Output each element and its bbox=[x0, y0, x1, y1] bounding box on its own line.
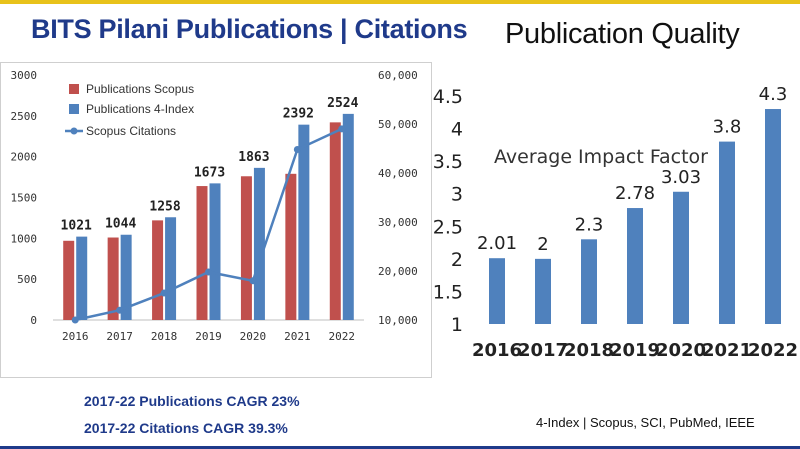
scopus-publications-bar-2022 bbox=[329, 122, 341, 320]
impact-factor-bar-2019 bbox=[627, 208, 643, 324]
legend-scopus-swatch bbox=[69, 84, 79, 94]
index-publications-bar-2019 bbox=[209, 183, 221, 320]
right-y-tick-label: 30,000 bbox=[378, 216, 418, 229]
impact-x-tick-label: 2019 bbox=[610, 340, 660, 361]
impact-x-tick-label: 2016 bbox=[472, 340, 522, 361]
impact-bar-value-label: 4.3 bbox=[759, 84, 788, 105]
scopus-citations-point-2018 bbox=[160, 289, 168, 297]
left-y-tick-label: 3000 bbox=[11, 69, 38, 82]
left-y-tick-label: 500 bbox=[17, 273, 37, 286]
index-bar-value-label: 1021 bbox=[61, 219, 92, 234]
left-x-tick-label: 2017 bbox=[106, 330, 133, 343]
impact-y-tick-label: 2.5 bbox=[433, 216, 463, 238]
index-bar-value-label: 1863 bbox=[238, 150, 269, 165]
right-y-tick-label: 40,000 bbox=[378, 167, 418, 180]
impact-factor-bar-2020 bbox=[673, 191, 689, 324]
right-y-tick-label: 60,000 bbox=[378, 69, 418, 82]
legend-citations-marker bbox=[70, 127, 78, 135]
impact-bar-value-label: 2.3 bbox=[575, 214, 604, 235]
left-x-tick-label: 2018 bbox=[151, 330, 178, 343]
index-publications-bar-2021 bbox=[298, 124, 310, 320]
left-y-tick-label: 1000 bbox=[11, 232, 38, 245]
impact-bar-value-label: 3.8 bbox=[713, 117, 742, 138]
impact-y-tick-label: 1 bbox=[451, 314, 463, 336]
index-bar-value-label: 2524 bbox=[327, 96, 358, 111]
impact-factor-bar-2017 bbox=[535, 258, 551, 324]
scopus-citations-point-2016 bbox=[71, 316, 79, 324]
impact-x-tick-label: 2018 bbox=[564, 340, 614, 361]
publications-title: BITS Pilani Publications | Citations bbox=[31, 14, 468, 44]
index-publications-bar-2017 bbox=[120, 234, 132, 320]
left-y-tick-label: 2000 bbox=[11, 151, 38, 164]
left-x-tick-label: 2016 bbox=[62, 330, 89, 343]
scopus-publications-bar-2016 bbox=[63, 240, 75, 320]
index-bar-value-label: 1044 bbox=[105, 217, 136, 232]
impact-x-tick-label: 2017 bbox=[518, 340, 568, 361]
legend-label: Publications Scopus bbox=[86, 82, 194, 96]
index-bar-value-label: 1673 bbox=[194, 165, 225, 180]
index-bar-value-label: 1258 bbox=[149, 199, 180, 214]
citations-cagr-text: 2017-22 Citations CAGR 39.3% bbox=[84, 420, 288, 436]
impact-x-tick-label: 2022 bbox=[748, 340, 798, 361]
scopus-citations-point-2017 bbox=[116, 306, 124, 314]
impact-chart-title: Average Impact Factor bbox=[494, 146, 708, 168]
left-y-tick-label: 2500 bbox=[11, 110, 38, 123]
impact-y-tick-label: 2 bbox=[451, 249, 463, 271]
impact-bar-value-label: 2.01 bbox=[477, 233, 517, 254]
right-y-tick-label: 50,000 bbox=[378, 118, 418, 131]
bottom-accent-bar bbox=[0, 446, 800, 449]
impact-x-tick-label: 2020 bbox=[656, 340, 706, 361]
left-x-tick-label: 2022 bbox=[329, 330, 356, 343]
left-x-tick-label: 2019 bbox=[195, 330, 222, 343]
impact-y-tick-label: 3.5 bbox=[433, 151, 463, 173]
index-bar-value-label: 2392 bbox=[283, 107, 314, 122]
impact-factor-bar-2022 bbox=[765, 109, 781, 325]
left-y-tick-label: 0 bbox=[30, 314, 37, 327]
index-publications-bar-2018 bbox=[165, 217, 177, 320]
scopus-publications-bar-2019 bbox=[196, 186, 208, 320]
impact-y-tick-label: 1.5 bbox=[433, 281, 463, 303]
left-x-tick-label: 2021 bbox=[284, 330, 311, 343]
impact-y-tick-label: 4 bbox=[451, 119, 463, 141]
impact-bar-value-label: 2 bbox=[537, 234, 548, 255]
scopus-citations-point-2019 bbox=[205, 268, 212, 276]
left-x-tick-label: 2020 bbox=[240, 330, 267, 343]
legend-label: Publications 4-Index bbox=[86, 102, 194, 116]
impact-bar-value-label: 3.03 bbox=[661, 167, 701, 188]
scopus-publications-bar-2020 bbox=[240, 176, 252, 320]
top-accent-bar bbox=[0, 0, 800, 4]
index-publications-bar-2020 bbox=[253, 167, 265, 320]
sources-footnote: 4-Index | Scopus, SCI, PubMed, IEEE bbox=[536, 415, 755, 430]
impact-bar-value-label: 2.78 bbox=[615, 183, 655, 204]
scopus-citations-point-2020 bbox=[249, 277, 257, 285]
left-y-tick-label: 1500 bbox=[11, 192, 38, 205]
impact-factor-bar-2021 bbox=[719, 141, 735, 324]
scopus-citations-point-2022 bbox=[338, 125, 346, 133]
scopus-citations-point-2021 bbox=[293, 145, 301, 153]
impact-factor-bar-2016 bbox=[489, 258, 505, 324]
index-publications-bar-2016 bbox=[76, 236, 88, 320]
scopus-publications-bar-2018 bbox=[152, 220, 164, 320]
scopus-publications-bar-2021 bbox=[285, 173, 297, 320]
legend-label: Scopus Citations bbox=[86, 124, 176, 138]
impact-x-tick-label: 2021 bbox=[702, 340, 752, 361]
impact-factor-bar-2018 bbox=[581, 239, 597, 324]
right-y-tick-label: 10,000 bbox=[378, 314, 418, 327]
impact-y-tick-label: 3 bbox=[451, 184, 463, 206]
publication-quality-title: Publication Quality bbox=[505, 18, 740, 50]
publications-cagr-text: 2017-22 Publications CAGR 23% bbox=[84, 393, 300, 409]
scopus-publications-bar-2017 bbox=[107, 237, 119, 320]
impact-y-tick-label: 4.5 bbox=[433, 86, 463, 108]
right-y-tick-label: 20,000 bbox=[378, 265, 418, 278]
legend-index-swatch bbox=[69, 104, 79, 114]
index-publications-bar-2022 bbox=[342, 113, 354, 320]
